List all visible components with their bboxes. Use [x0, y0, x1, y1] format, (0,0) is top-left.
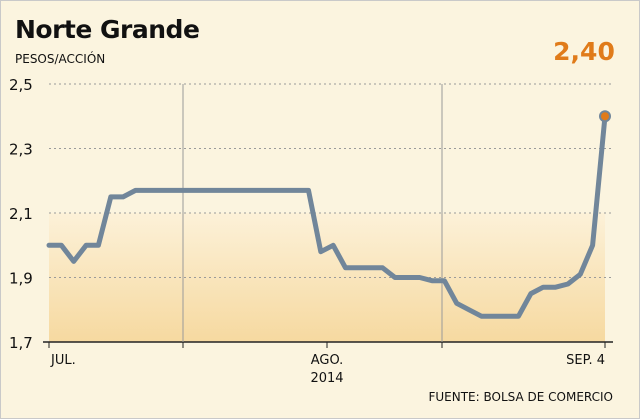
y-tick-label: 2,1 [9, 205, 33, 223]
source-note: FUENTE: BOLSA DE COMERCIO [428, 390, 613, 404]
unit-label: PESOS/ACCIÓN [15, 52, 106, 66]
y-tick-label: 1,7 [9, 334, 33, 352]
area-band [49, 213, 605, 342]
last-point-label: 2,40 [553, 37, 615, 66]
x-tick-label: SEP. 4 [566, 353, 605, 368]
y-tick-label: 1,9 [9, 270, 33, 288]
x-tick-year: 2014 [310, 371, 343, 386]
x-tick-label: JUL. [50, 353, 76, 368]
y-tick-label: 2,3 [9, 141, 33, 159]
x-tick-label: AGO. [311, 353, 344, 368]
chart-title: Norte Grande [15, 15, 200, 44]
y-tick-label: 2,5 [9, 76, 33, 94]
last-point-marker [599, 110, 611, 123]
series-line [46, 113, 608, 319]
